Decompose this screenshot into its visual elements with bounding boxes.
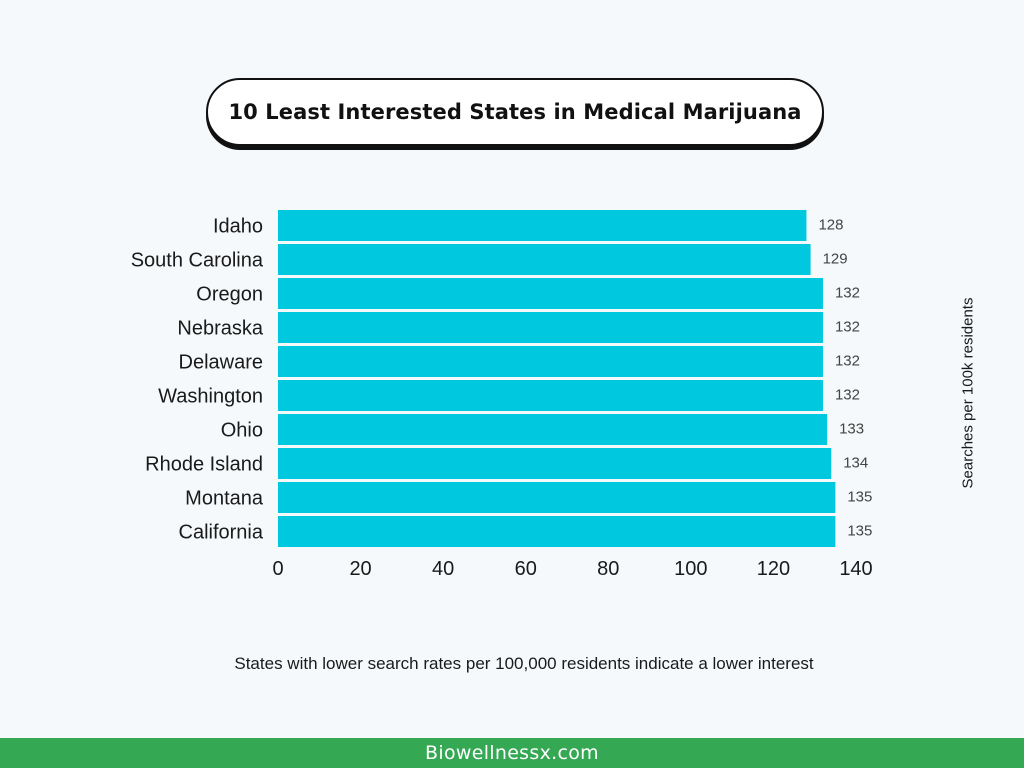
value-label: 135 [847,489,872,506]
value-label: 132 [835,353,860,370]
bar-rhode-island [278,448,832,479]
bar-delaware [278,346,823,377]
bar-nebraska [278,312,823,343]
category-label: California [179,522,264,544]
value-label: 132 [835,387,860,404]
footer-website: Biowellnessx.com [425,742,599,764]
value-label: 132 [835,285,860,302]
category-label: Nebraska [177,318,263,340]
x-tick-label: 80 [597,558,619,580]
x-tick-label: 40 [432,558,454,580]
x-tick-label: 60 [515,558,537,580]
bar-california [278,516,836,547]
value-label: 128 [818,217,843,234]
bar-montana [278,482,836,513]
y-axis-label: Searches per 100k residents [959,297,977,489]
chart-caption: States with lower search rates per 100,0… [234,654,814,673]
bar-south-carolina [278,244,811,275]
category-label: Washington [158,386,263,408]
x-tick-label: 20 [349,558,371,580]
bar-idaho [278,210,807,241]
footer-bar: Biowellnessx.com [0,738,1024,768]
value-label: 135 [847,523,872,540]
x-tick-label: 0 [272,558,283,580]
category-label: Montana [185,488,264,510]
category-label: Idaho [213,216,263,238]
category-label: Rhode Island [145,454,263,476]
bar-oregon [278,278,823,309]
chart-title-box: 10 Least Interested States in Medical Ma… [206,78,824,146]
bar-ohio [278,414,828,445]
bar-washington [278,380,823,411]
x-tick-label: 100 [674,558,707,580]
category-label: Ohio [221,420,263,442]
value-label: 129 [823,251,848,268]
value-label: 132 [835,319,860,336]
chart-title: 10 Least Interested States in Medical Ma… [228,100,802,124]
category-label: Oregon [196,284,263,306]
category-label: Delaware [179,352,263,374]
value-label: 134 [843,455,868,472]
x-tick-label: 120 [757,558,790,580]
value-label: 133 [839,421,864,438]
category-label: South Carolina [131,250,264,272]
x-tick-label: 140 [839,558,872,580]
